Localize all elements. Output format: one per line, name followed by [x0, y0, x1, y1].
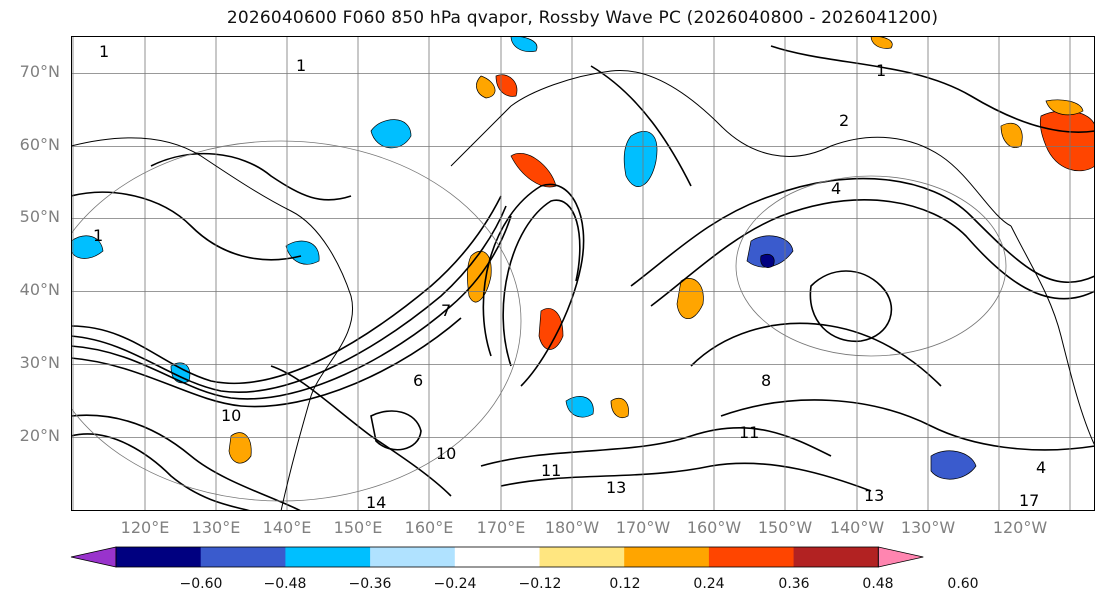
- lon-label: 170°E: [476, 518, 526, 537]
- colorbar-extend-left: [70, 546, 117, 568]
- lon-label: 160°W: [686, 518, 742, 537]
- lon-label: 120°E: [120, 518, 170, 537]
- contour-label: 1: [99, 42, 109, 61]
- colorbar-tick: −0.60: [179, 576, 223, 592]
- lat-label: 40°N: [19, 280, 60, 299]
- colorbar-tick: −0.36: [348, 576, 392, 592]
- contour-label: 4: [1036, 458, 1046, 477]
- contour-label: 7: [441, 301, 451, 320]
- lon-label: 180°W: [544, 518, 600, 537]
- colorbar-cell: [454, 547, 541, 567]
- contour-label: 10: [221, 406, 241, 425]
- colorbar-cell: [370, 547, 456, 567]
- lon-label: 120°W: [992, 518, 1048, 537]
- contour-label: 1: [876, 61, 886, 80]
- colorbar-frame: [115, 546, 879, 568]
- map-gridlines: [71, 36, 1095, 511]
- lon-label: 160°E: [404, 518, 454, 537]
- colorbar-tick: 0.60: [947, 576, 979, 592]
- contour-label: 17: [1019, 491, 1039, 510]
- colorbar-tick: −0.12: [518, 576, 562, 592]
- lon-label: 140°E: [262, 518, 312, 537]
- lon-label: 140°W: [829, 518, 885, 537]
- contour-label: 11: [739, 423, 759, 442]
- qvapor-contours: [71, 45, 1095, 511]
- lon-label: 130°W: [900, 518, 956, 537]
- contour-label: 10: [436, 444, 456, 463]
- lat-label: 30°N: [19, 353, 60, 372]
- lat-label: 60°N: [19, 135, 60, 154]
- colorbar-cell: [285, 547, 371, 567]
- map-title: 2026040600 F060 850 hPa qvapor, Rossby W…: [226, 8, 939, 28]
- contour-label: 11: [541, 461, 561, 480]
- map-frame: [71, 36, 1095, 511]
- lat-label: 50°N: [19, 207, 60, 226]
- colorbar-extend-right: [877, 546, 924, 568]
- colorbar: [70, 546, 924, 568]
- lat-label: 70°N: [19, 62, 60, 81]
- colorbar-tick: 0.12: [609, 576, 641, 592]
- colorbar-tick: 0.24: [693, 576, 725, 592]
- contour-label: 1: [93, 226, 103, 245]
- contour-label: 2: [839, 111, 849, 130]
- colorbar-cell: [793, 547, 879, 567]
- map-background: [71, 36, 1095, 511]
- contour-label: 14: [366, 493, 386, 511]
- contour-label: 4: [831, 179, 841, 198]
- colorbar-cell: [116, 547, 202, 567]
- contour-label: 13: [606, 478, 626, 497]
- colorbar-tick: 0.36: [778, 576, 810, 592]
- colorbar-cell: [200, 547, 286, 567]
- contour-label: 1: [296, 56, 306, 75]
- lon-label: 130°E: [191, 518, 241, 537]
- contour-label: 6: [413, 371, 423, 390]
- lon-label: 150°E: [333, 518, 383, 537]
- colorbar-cell: [624, 547, 710, 567]
- lat-label: 20°N: [19, 426, 60, 445]
- contour-label: 8: [761, 371, 771, 390]
- lon-label: 170°W: [615, 518, 671, 537]
- lon-label: 150°W: [757, 518, 813, 537]
- colorbar-cell: [539, 547, 625, 567]
- map-panel: 1 1 1 1 2 4 7 6 8 10 10 11 13 13 14 4 17…: [71, 36, 1095, 511]
- contour-label: 13: [864, 486, 884, 505]
- coastlines: [71, 69, 1095, 511]
- colorbar-tick: −0.48: [263, 576, 307, 592]
- colorbar-cell: [708, 547, 795, 567]
- colorbar-tick: −0.24: [433, 576, 477, 592]
- colorbar-tick: 0.48: [862, 576, 894, 592]
